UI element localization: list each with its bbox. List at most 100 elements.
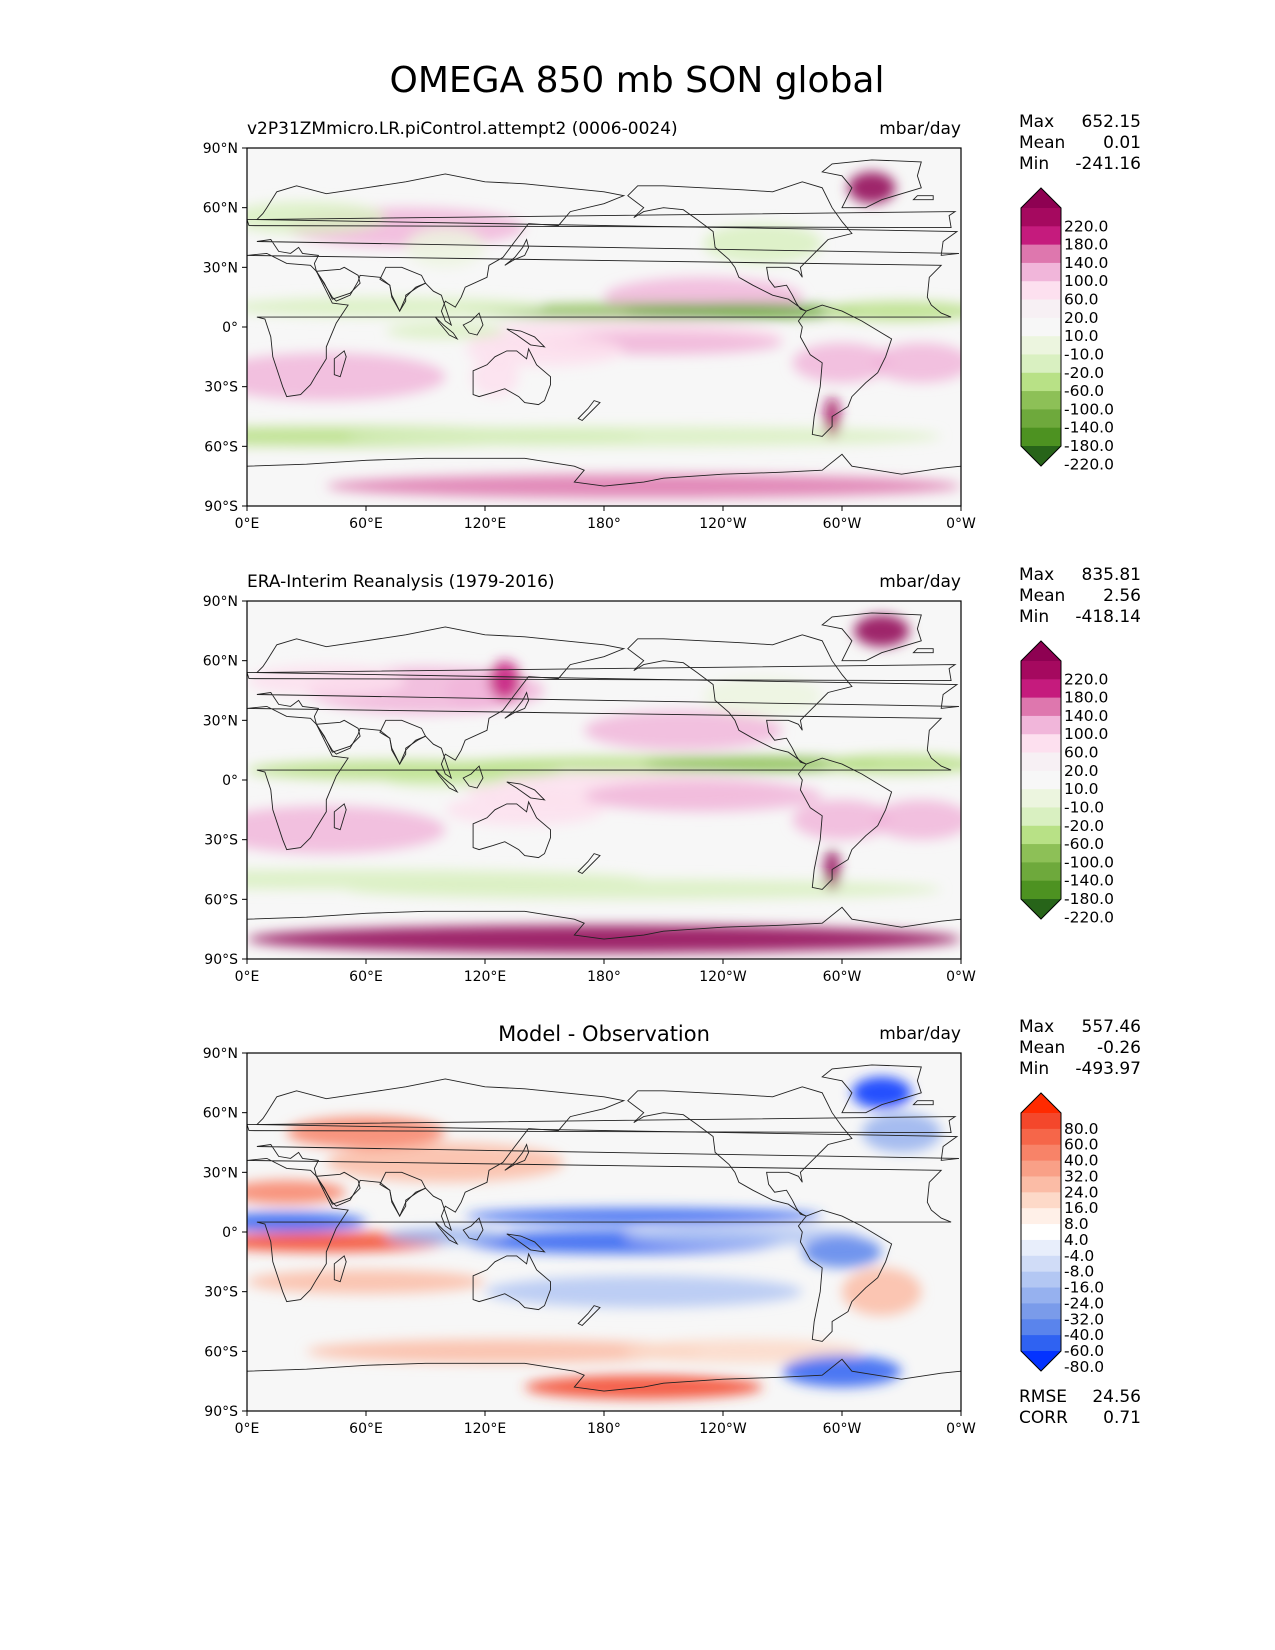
colorbar-band (1021, 844, 1061, 863)
y-tick-label: 0° (222, 1225, 238, 1241)
coastline-africa (960, 254, 961, 256)
coastline-n-america (627, 181, 853, 312)
y-tick-label: 60°N (203, 201, 238, 217)
coastline-new-guinea (1221, 782, 1259, 800)
y-tick-label: 90°S (204, 952, 238, 968)
x-tick-label: 120°E (464, 969, 507, 985)
colorbar-label: -180.0 (1064, 890, 1114, 908)
coastline-eurasia (255, 1078, 960, 1232)
coastline-antarctica (247, 453, 961, 506)
map-panel-diff: Model - Observation mbar/day 0°E 60°E 120°E 1… (203, 1017, 1243, 1437)
extra-stat-value: 24.56 (1092, 1387, 1141, 1407)
stat-label: Min (1019, 1059, 1049, 1079)
x-tick-label: 0°E (235, 516, 260, 532)
field-layer (247, 171, 961, 499)
colorbar-label: 220.0 (1064, 217, 1108, 235)
colorbar-label: -220.0 (1064, 908, 1114, 926)
colorbar-band (1021, 752, 1061, 772)
map-panel-model: v2P31ZMmicro.LR.piControl.attempt2 (0006… (203, 112, 1264, 532)
coastline-australia (1187, 349, 1264, 405)
coastline-madagascar (333, 350, 347, 378)
coastline-greenland (821, 159, 922, 209)
x-tick-label: 60°E (349, 516, 383, 532)
field-blob (247, 352, 446, 401)
colorbar-outline (1020, 640, 1062, 920)
colorbar-band (1021, 262, 1061, 282)
field-blob (346, 426, 942, 447)
colorbar-band (1021, 1255, 1061, 1273)
coastline-madagascar (333, 1255, 347, 1283)
field-blob (782, 1355, 902, 1388)
colorbar-label: -180.0 (1064, 437, 1114, 455)
y-tick-label: 30°N (203, 713, 238, 729)
stat-value: 835.81 (1082, 565, 1141, 585)
field-blob (842, 1267, 922, 1316)
y-tick-label: 90°N (203, 1046, 238, 1062)
y-tick-label: 0° (222, 320, 238, 336)
coastline-japan (1219, 240, 1243, 266)
coastline-madagascar (333, 803, 347, 831)
stat-label: Max (1019, 1017, 1054, 1037)
stat-label: Max (1019, 565, 1054, 585)
coastline-new-guinea (506, 328, 546, 348)
field-blob (623, 1339, 862, 1364)
colorbar-band (1021, 281, 1061, 301)
field-blob (488, 660, 521, 701)
coastline-antarctica (247, 1358, 961, 1411)
x-tick-label: 120°W (699, 516, 747, 532)
y-tick-label: 90°N (203, 141, 238, 157)
colorbar-label: 16.0 (1064, 1199, 1099, 1217)
colorbar-band (1021, 244, 1061, 264)
coastline-iceland (912, 648, 934, 654)
x-tick-label: 180° (587, 1421, 621, 1437)
field-blob (853, 614, 910, 647)
map-panel-obs: ERA-Interim Reanalysis (1979-2016) mbar/d… (203, 565, 1259, 985)
coastline-eurasia (255, 173, 960, 327)
coastline-eurasia (255, 626, 960, 780)
colorbar-band (1021, 1303, 1061, 1320)
colorbar-band (1021, 354, 1061, 374)
field-blob (465, 1208, 823, 1225)
colorbar-band (1021, 715, 1061, 735)
coastline-s-america (797, 1209, 893, 1342)
colorbar-label: 140.0 (1064, 254, 1108, 272)
colorbar-extend-max (1021, 188, 1061, 208)
colorbar-band (1021, 1144, 1061, 1162)
y-tick-label: 90°S (204, 499, 238, 515)
field-blob (286, 1116, 446, 1149)
colorbar-band (1021, 1160, 1061, 1177)
colorbar-label: -140.0 (1064, 419, 1114, 437)
field-blob (385, 323, 505, 339)
colorbar-band (1021, 734, 1061, 754)
colorbar-band (1021, 679, 1061, 699)
coastline-new-zealand (577, 400, 601, 422)
x-tick-label: 60°W (823, 969, 862, 985)
colorbar-label: 40.0 (1064, 1152, 1099, 1170)
coastline-new-zealand (577, 1305, 601, 1327)
y-tick-label: 30°S (204, 1285, 238, 1301)
coastline-new-guinea (1221, 329, 1259, 347)
y-tick-label: 60°N (203, 1106, 238, 1122)
colorbar-label: -24.0 (1064, 1294, 1104, 1312)
colorbar-band (1021, 372, 1061, 392)
coastline-india (1094, 1172, 1140, 1216)
colorbar-label: 20.0 (1064, 309, 1099, 327)
field-blob (584, 780, 823, 812)
field-blob (792, 342, 892, 383)
y-tick-label: 60°S (204, 892, 238, 908)
colorbar-label: 100.0 (1064, 272, 1108, 290)
coastline-japan (1219, 693, 1243, 719)
extra-stat-label: RMSE (1019, 1387, 1067, 1407)
coastline-sumatra (435, 316, 459, 341)
coastline-japan (1219, 1145, 1243, 1171)
colorbar-label: -20.0 (1064, 364, 1104, 382)
field-blob (822, 301, 961, 322)
x-tick-label: 60°W (823, 516, 862, 532)
field-blob (847, 171, 896, 204)
colorbar-band (1021, 880, 1061, 900)
x-tick-label: 0°W (946, 1421, 976, 1437)
field-blob (623, 303, 862, 320)
x-tick-label: 120°E (464, 516, 507, 532)
field-blob (703, 676, 823, 717)
